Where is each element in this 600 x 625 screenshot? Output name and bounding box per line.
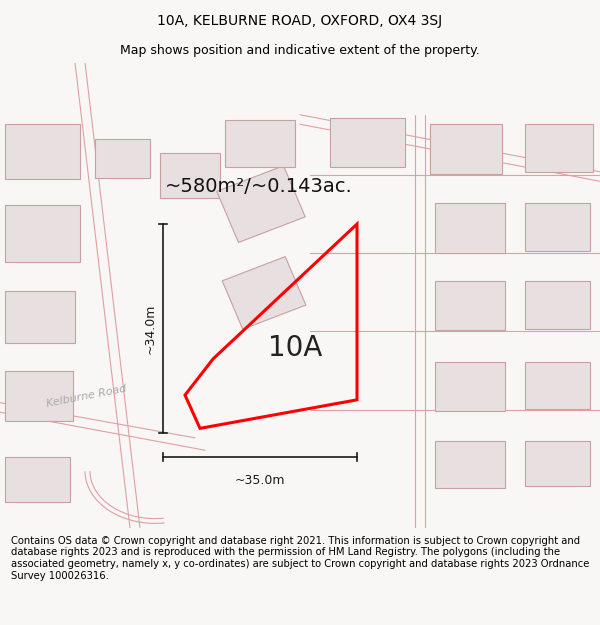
Polygon shape (435, 281, 505, 331)
Polygon shape (225, 119, 295, 167)
Text: ~34.0m: ~34.0m (143, 303, 157, 354)
Polygon shape (5, 371, 73, 421)
Text: ~35.0m: ~35.0m (235, 474, 285, 487)
Polygon shape (435, 441, 505, 488)
Text: Map shows position and indicative extent of the property.: Map shows position and indicative extent… (120, 44, 480, 57)
Polygon shape (525, 124, 593, 172)
Polygon shape (5, 124, 80, 179)
Polygon shape (5, 291, 75, 343)
Polygon shape (5, 205, 80, 262)
Polygon shape (5, 457, 70, 503)
Text: ~580m²/~0.143ac.: ~580m²/~0.143ac. (165, 176, 353, 196)
Text: Contains OS data © Crown copyright and database right 2021. This information is : Contains OS data © Crown copyright and d… (11, 536, 589, 581)
Polygon shape (430, 124, 502, 174)
Text: Kelburne Road: Kelburne Road (45, 384, 127, 409)
Polygon shape (217, 166, 305, 242)
Polygon shape (160, 152, 220, 198)
Polygon shape (435, 362, 505, 411)
Polygon shape (95, 139, 150, 178)
Polygon shape (330, 118, 405, 167)
Text: 10A: 10A (268, 334, 322, 362)
Polygon shape (525, 362, 590, 409)
Text: 10A, KELBURNE ROAD, OXFORD, OX4 3SJ: 10A, KELBURNE ROAD, OXFORD, OX4 3SJ (157, 14, 443, 28)
Polygon shape (525, 281, 590, 329)
Polygon shape (525, 203, 590, 251)
Polygon shape (222, 257, 306, 329)
Polygon shape (435, 203, 505, 252)
Polygon shape (525, 441, 590, 486)
